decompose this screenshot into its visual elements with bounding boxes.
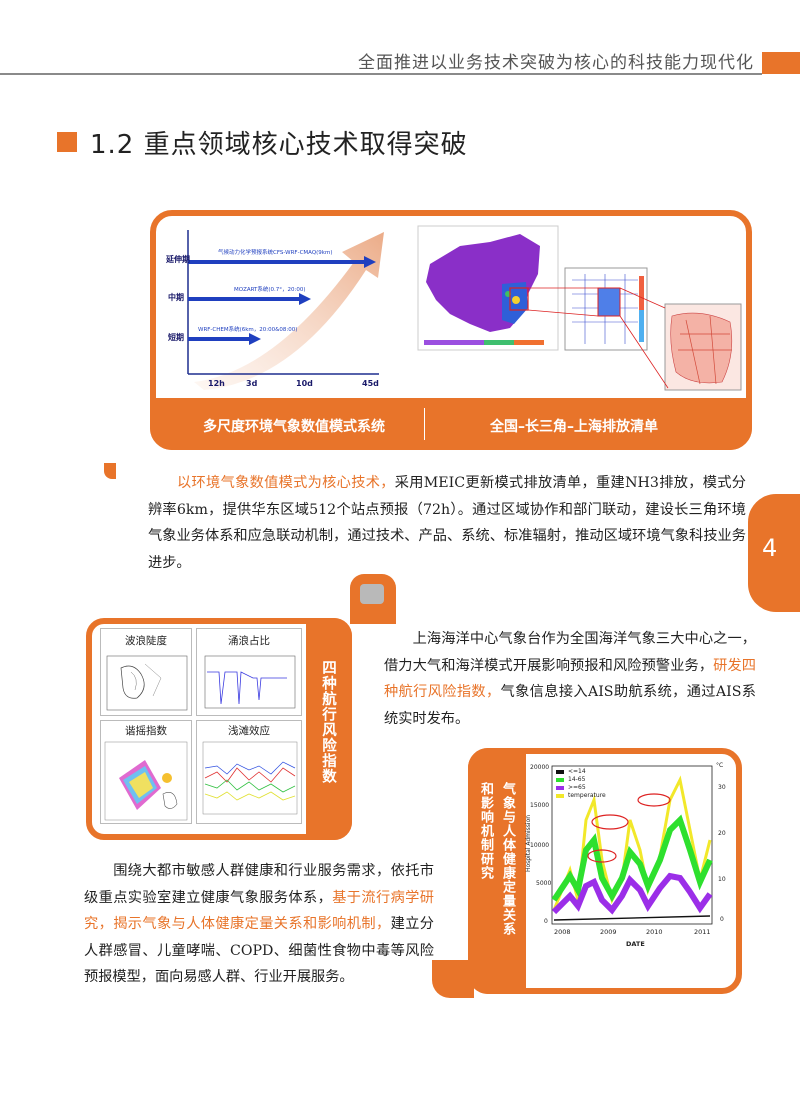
row-label-medium: 中期 — [168, 293, 184, 302]
x-tick-label: 45d — [362, 379, 379, 388]
panel3-side-label: 气象与人体健康定量关系 — [500, 782, 515, 936]
paragraph-text: 建立分人群感冒、儿童哮喘、COPD、细菌性食物中毒等风险预报模型，面向易感人群、… — [84, 916, 434, 985]
highlight-text: 以环境气象数值模式为核心技术， — [177, 475, 395, 491]
thumb-swell-ratio: 涌浪占比 — [196, 628, 302, 716]
page-number-tab — [748, 494, 800, 612]
panel1-corner-tab — [104, 463, 116, 479]
y-tick: 15000 — [530, 802, 550, 809]
legend-entry: 14-65 — [568, 776, 586, 783]
legend-entry: <=14 — [568, 768, 586, 775]
y-tick: 20000 — [530, 764, 550, 771]
highlight-text: 研发四种航行风险指数， — [384, 657, 756, 701]
row-label-short: 短期 — [168, 333, 184, 342]
caption-divider — [424, 408, 425, 440]
panel2-side-label: 四种航行风险指数 — [320, 660, 336, 784]
paragraph-text: 上海海洋中心气象台作为全国海洋气象三大中心之一，借力大气和海洋模式开展影响预报和… — [384, 631, 756, 674]
x-tick: 2010 — [646, 928, 663, 936]
y2-unit: °C — [716, 762, 724, 769]
running-header: 全面推进以业务技术突破为核心的科技能力现代化 — [358, 53, 754, 73]
x-tick-label: 3d — [246, 379, 258, 388]
header-rule — [0, 73, 762, 75]
header-accent-block — [762, 52, 800, 74]
x-tick-label: 10d — [296, 379, 313, 388]
highlight-text: 基于流行病学研究，揭示气象与人体健康定量关系和影响机制， — [84, 889, 434, 933]
caption-emission-inventory: 全国–长三角–上海排放清单 — [490, 419, 658, 435]
y-tick: 5000 — [536, 880, 552, 887]
paragraph-text: 采用MEIC更新模式排放清单，重建NH3排放，模式分辨率6km，提供华东区域51… — [148, 475, 746, 571]
x-axis-label: DATE — [626, 940, 645, 948]
thumb-wave-steepness: 波浪陡度 — [100, 628, 192, 716]
panel2-tab-inset — [360, 584, 384, 604]
multiscale-forecast-chart: 延伸期 中期 短期 气候动力化学预报系统CFS-WRF-CMAQ(9km) MO… — [164, 222, 394, 394]
paragraph-text: 气象信息接入AIS助航系统，通过AIS系统实时发布。 — [384, 684, 756, 727]
y2-tick: 20 — [718, 830, 726, 837]
y2-tick: 30 — [718, 784, 726, 791]
x-tick-label: 12h — [208, 379, 225, 388]
page-number: 4 — [762, 534, 778, 562]
legend-entry: >=65 — [568, 784, 586, 791]
section-bullet — [57, 132, 77, 152]
row-label-extended: 延伸期 — [166, 255, 190, 264]
paragraph-text: 围绕大都市敏感人群健康和行业服务需求，依托市级重点实验室建立健康气象服务体系， — [84, 863, 434, 906]
panel2-side-bar — [306, 618, 352, 840]
thumb-shoal-effect: 浅滩效应 — [196, 720, 302, 824]
section-title: 1.2 重点领域核心技术取得突破 — [90, 130, 468, 160]
thumb-title: 涌浪占比 — [228, 635, 270, 647]
caption-model-system: 多尺度环境气象数值模式系统 — [203, 419, 385, 435]
x-tick: 2008 — [554, 928, 571, 936]
y-tick: 10000 — [530, 842, 550, 849]
thumb-resonance-index: 谐摇指数 — [100, 720, 192, 824]
thumb-title: 谐摇指数 — [125, 725, 167, 737]
panel3-side-label-2: 和影响机制研究 — [478, 782, 493, 880]
legend-entry: temperature — [568, 792, 606, 799]
panel3-corner-tab — [432, 960, 474, 998]
paragraph-marine-center: 上海海洋中心气象台作为全国海洋气象三大中心之一，借力大气和海洋模式开展影响预报和… — [384, 626, 756, 732]
thumb-title: 波浪陡度 — [125, 635, 167, 647]
paragraph-health-meteorology: 围绕大都市敏感人群健康和行业服务需求，依托市级重点实验室建立健康气象服务体系，基… — [84, 858, 434, 991]
panel3-side-bar — [468, 748, 526, 994]
y2-tick: 0 — [720, 916, 724, 923]
paragraph-environment-model: 以环境气象数值模式为核心技术，采用MEIC更新模式排放清单，重建NH3排放，模式… — [148, 470, 746, 576]
arrow-label-wrfchem: WRF-CHEM系统(6km，20:00&08:00) — [198, 327, 298, 333]
emission-maps-figure — [410, 224, 744, 396]
arrow-label-mozart: MOZART系统(0.7°，20:00) — [234, 287, 306, 293]
x-tick: 2011 — [694, 928, 711, 936]
y-tick: 0 — [544, 918, 548, 925]
x-tick: 2009 — [600, 928, 617, 936]
health-admission-chart: <=14 14-65 >=65 temperature Hospital Adm… — [525, 760, 734, 954]
thumb-title: 浅滩效应 — [228, 725, 270, 737]
arrow-label-cfs: 气候动力化学预报系统CFS-WRF-CMAQ(9km) — [218, 250, 333, 256]
panel1-caption-bar — [150, 398, 752, 450]
y2-tick: 10 — [718, 876, 726, 883]
